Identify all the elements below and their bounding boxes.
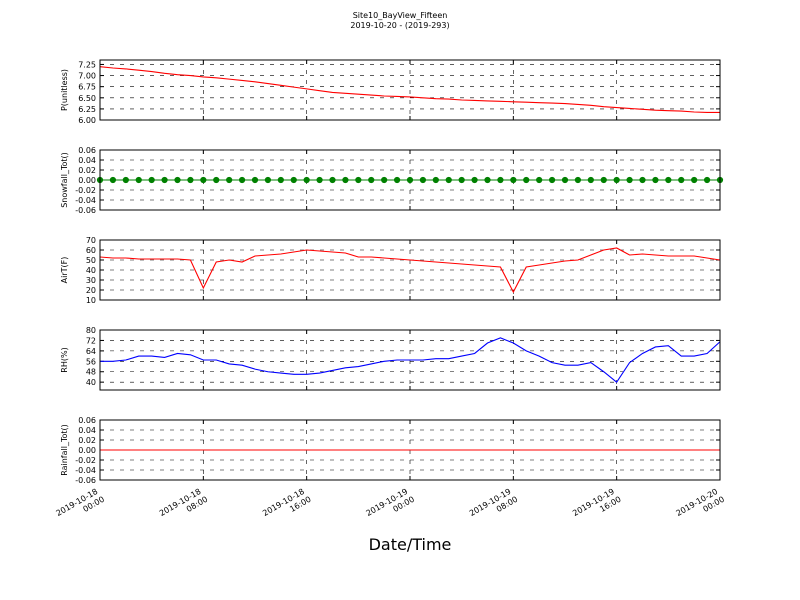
series-marker — [135, 176, 142, 184]
series-marker — [626, 176, 633, 184]
series-marker — [187, 176, 194, 184]
series-marker — [290, 176, 297, 184]
y-tick-label: 64 — [86, 347, 96, 356]
y-tick-label: 50 — [86, 256, 96, 265]
y-tick-label: 20 — [86, 286, 96, 295]
series-marker — [264, 176, 272, 184]
y-tick-label: 72 — [86, 336, 96, 345]
y-axis-label: RH(%) — [60, 347, 69, 372]
plot-frame — [99, 149, 721, 211]
plot-frame — [99, 59, 721, 121]
y-axis-label: Rainfall_Tot() — [60, 424, 69, 476]
series-marker — [639, 176, 646, 184]
series-marker — [161, 176, 168, 184]
y-tick-label: 80 — [86, 326, 96, 335]
series-marker — [406, 176, 414, 184]
series-marker — [393, 176, 401, 184]
series-marker — [419, 176, 427, 184]
series-marker — [497, 176, 504, 184]
series-marker — [213, 176, 220, 184]
y-tick-label: 0.02 — [78, 166, 96, 175]
series-line — [99, 66, 720, 113]
series-marker — [652, 176, 659, 184]
series-marker — [342, 176, 349, 184]
series-marker — [691, 176, 698, 184]
y-tick-label: 6.00 — [78, 116, 96, 125]
y-tick-label: -0.06 — [75, 476, 96, 485]
series-marker — [484, 176, 491, 184]
series-marker — [109, 176, 117, 184]
series-marker — [703, 176, 711, 184]
y-tick-label: 0.06 — [78, 416, 96, 425]
series-marker — [548, 176, 556, 184]
series-marker — [523, 176, 530, 184]
y-tick-label: 70 — [86, 236, 96, 245]
series-marker — [381, 176, 388, 184]
y-tick-label: 40 — [86, 378, 96, 387]
series-line — [99, 247, 721, 294]
series-marker — [587, 176, 594, 184]
y-tick-label: -0.06 — [75, 206, 96, 215]
y-tick-label: 0.02 — [78, 436, 96, 445]
series-marker — [665, 176, 672, 184]
y-tick-label: 6.25 — [78, 105, 96, 114]
y-tick-label: 0.00 — [78, 176, 96, 185]
series-marker — [355, 176, 362, 184]
y-axis-label: Snowfall_Tot() — [60, 152, 69, 208]
series-marker — [122, 176, 129, 184]
series-marker — [574, 176, 582, 184]
series-marker — [510, 176, 517, 184]
y-tick-label: 56 — [86, 357, 96, 366]
y-tick-label: 6.50 — [78, 94, 96, 103]
y-tick-label: 0.06 — [78, 146, 96, 155]
series-marker — [445, 176, 452, 184]
series-marker — [226, 176, 233, 184]
series-marker — [238, 176, 246, 184]
series-marker — [600, 176, 607, 184]
series-marker — [277, 176, 284, 184]
series-marker — [561, 176, 569, 184]
y-tick-label: 48 — [86, 368, 96, 377]
series-marker — [316, 176, 323, 184]
y-tick-label: -0.04 — [75, 466, 96, 475]
y-tick-label: -0.02 — [75, 186, 96, 195]
y-tick-label: 0.04 — [78, 156, 96, 165]
series-marker — [148, 176, 155, 184]
series-marker — [432, 176, 439, 184]
y-tick-label: 0.00 — [78, 446, 96, 455]
y-tick-label: 6.75 — [78, 83, 96, 92]
series-marker — [613, 176, 620, 184]
y-tick-label: 30 — [86, 276, 96, 285]
chart-title: Site10_BayView_Fifteen — [353, 11, 448, 20]
series-marker — [458, 176, 465, 184]
x-axis-label: Date/Time — [369, 535, 452, 554]
series-line — [100, 337, 721, 383]
series-marker — [329, 176, 336, 184]
plot-frame — [99, 419, 721, 481]
series-marker — [200, 176, 207, 184]
series-marker — [251, 176, 259, 184]
plot-frame — [99, 329, 721, 391]
y-tick-label: 7.25 — [78, 60, 96, 69]
y-tick-label: -0.02 — [75, 456, 96, 465]
series-marker — [174, 176, 181, 184]
series-marker — [368, 176, 375, 184]
chart-subtitle: 2019-10-20 - (2019-293) — [350, 21, 449, 30]
y-tick-label: 40 — [86, 266, 96, 275]
y-axis-label: AirT(F) — [60, 257, 69, 284]
series-marker — [303, 176, 310, 184]
y-tick-label: -0.04 — [75, 196, 96, 205]
y-tick-label: 0.04 — [78, 426, 96, 435]
series-marker — [678, 176, 685, 184]
y-tick-label: 10 — [86, 296, 96, 305]
y-axis-label: P(unitless) — [60, 69, 69, 111]
series-marker — [471, 176, 478, 184]
series-marker — [536, 176, 543, 184]
plot-frame — [99, 239, 721, 301]
y-tick-label: 60 — [86, 246, 96, 255]
y-tick-label: 7.00 — [78, 72, 96, 81]
